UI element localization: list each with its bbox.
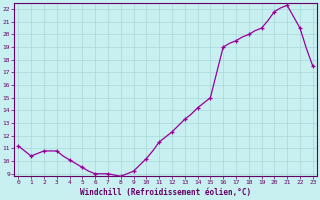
- X-axis label: Windchill (Refroidissement éolien,°C): Windchill (Refroidissement éolien,°C): [80, 188, 251, 197]
